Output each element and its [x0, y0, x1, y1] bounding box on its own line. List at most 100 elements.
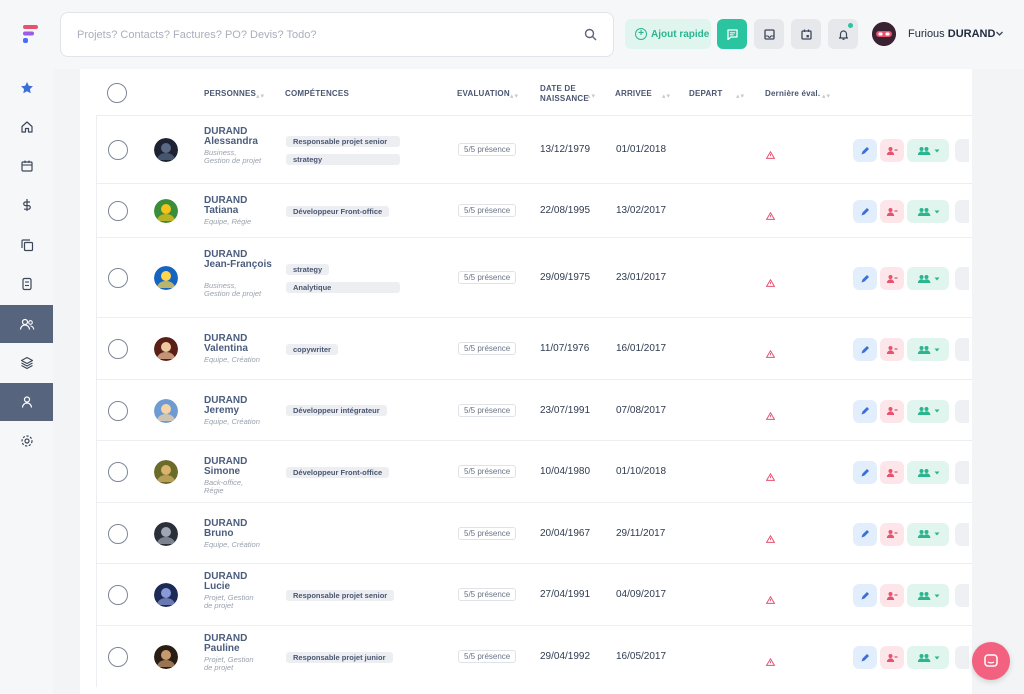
header-naissance-line1[interactable]: DATE DE [540, 84, 576, 93]
person-first-name[interactable]: Simone [204, 466, 241, 477]
user-avatar[interactable] [872, 22, 896, 46]
person-first-name[interactable]: Alessandra [204, 136, 258, 147]
person-last-name[interactable]: DURAND [204, 633, 248, 644]
more-actions-button[interactable] [955, 139, 969, 162]
person-last-name[interactable]: DURAND [204, 249, 248, 260]
sidebar-item-calendar[interactable] [0, 147, 53, 185]
person-last-name[interactable]: DURAND [204, 517, 248, 529]
assign-team-dropdown[interactable] [907, 139, 949, 162]
avatar[interactable] [154, 583, 178, 607]
chevron-down-icon[interactable] [995, 29, 1004, 38]
sidebar-item-people[interactable] [0, 305, 53, 343]
warning-icon[interactable] [765, 407, 776, 420]
edit-button[interactable] [853, 200, 877, 223]
row-select-radio[interactable] [108, 400, 128, 421]
person-first-name[interactable]: Jeremy [204, 404, 240, 416]
select-all-radio[interactable] [107, 83, 127, 103]
row-select-radio[interactable] [108, 523, 128, 544]
avatar[interactable] [154, 460, 178, 484]
more-actions-button[interactable] [955, 267, 969, 290]
warning-icon[interactable] [765, 274, 776, 287]
sidebar-item-favorites[interactable] [0, 69, 53, 107]
remove-person-button[interactable] [880, 646, 904, 669]
remove-person-button[interactable] [880, 461, 904, 484]
remove-person-button[interactable] [880, 267, 904, 290]
quick-add-button[interactable]: + Ajout rapide [625, 19, 711, 49]
remove-person-button[interactable] [880, 399, 904, 423]
avatar[interactable] [154, 266, 178, 290]
assign-team-dropdown[interactable] [907, 646, 949, 669]
warning-icon[interactable] [765, 345, 776, 358]
sidebar-item-layers[interactable] [0, 344, 53, 382]
more-actions-button[interactable] [955, 338, 969, 361]
remove-person-button[interactable] [880, 200, 904, 223]
row-select-radio[interactable] [108, 140, 128, 160]
person-first-name[interactable]: Bruno [204, 527, 234, 539]
sort-arrows-icon[interactable]: ▴▾ [587, 93, 597, 100]
row-select-radio[interactable] [108, 585, 128, 605]
avatar[interactable] [154, 199, 178, 223]
edit-button[interactable] [853, 522, 877, 546]
person-first-name[interactable]: Pauline [204, 643, 240, 654]
assign-team-dropdown[interactable] [907, 522, 949, 546]
avatar[interactable] [154, 138, 178, 162]
sidebar-item-calculator[interactable] [0, 265, 53, 303]
header-naissance-line2[interactable]: NAISSANCE [540, 94, 589, 103]
app-logo[interactable] [22, 24, 40, 44]
person-first-name[interactable]: Jean-François [204, 259, 272, 270]
edit-button[interactable] [853, 338, 877, 361]
person-last-name[interactable]: DURAND [204, 571, 248, 582]
assign-team-dropdown[interactable] [907, 461, 949, 484]
more-actions-button[interactable] [955, 584, 969, 607]
sort-arrows-icon[interactable]: ▴▾ [822, 93, 832, 100]
assign-team-dropdown[interactable] [907, 584, 949, 607]
more-actions-button[interactable] [955, 399, 969, 423]
user-name[interactable]: Furious DURAND [908, 28, 996, 40]
remove-person-button[interactable] [880, 522, 904, 546]
person-first-name[interactable]: Valentina [204, 343, 248, 354]
person-last-name[interactable]: DURAND [204, 333, 248, 344]
avatar[interactable] [154, 521, 178, 546]
remove-person-button[interactable] [880, 139, 904, 162]
sort-arrows-icon[interactable]: ▴▾ [510, 93, 520, 100]
row-select-radio[interactable] [108, 268, 128, 288]
edit-button[interactable] [853, 461, 877, 484]
header-derniere-eval[interactable]: Dernière éval. [765, 89, 821, 98]
header-evaluation[interactable]: EVALUATION [457, 89, 510, 98]
remove-person-button[interactable] [880, 584, 904, 607]
avatar[interactable] [154, 645, 178, 669]
more-actions-button[interactable] [955, 200, 969, 223]
chat-support-button[interactable] [972, 642, 1010, 680]
avatar[interactable] [154, 337, 178, 361]
warning-icon[interactable] [765, 146, 776, 159]
sidebar-item-settings[interactable] [0, 422, 53, 460]
row-select-radio[interactable] [108, 462, 128, 482]
row-select-radio[interactable] [108, 339, 128, 359]
sidebar-item-profile[interactable] [0, 383, 53, 421]
person-last-name[interactable]: DURAND [204, 456, 248, 467]
sort-arrows-icon[interactable]: ▴▾ [256, 93, 266, 100]
header-competences[interactable]: COMPÉTENCES [285, 89, 349, 98]
edit-button[interactable] [853, 399, 877, 423]
sort-arrows-icon[interactable]: ▴▾ [736, 93, 746, 100]
person-last-name[interactable]: DURAND [204, 195, 248, 206]
assign-team-dropdown[interactable] [907, 200, 949, 223]
avatar[interactable] [154, 398, 178, 423]
messages-button[interactable] [717, 19, 747, 49]
remove-person-button[interactable] [880, 338, 904, 361]
row-select-radio[interactable] [108, 647, 128, 667]
calendar-button[interactable] [791, 19, 821, 49]
assign-team-dropdown[interactable] [907, 338, 949, 361]
person-first-name[interactable]: Lucie [204, 581, 231, 592]
header-depart[interactable]: DEPART [689, 89, 723, 98]
edit-button[interactable] [853, 646, 877, 669]
person-last-name[interactable]: DURAND [204, 394, 248, 406]
edit-button[interactable] [853, 267, 877, 290]
row-select-radio[interactable] [108, 201, 128, 221]
warning-icon[interactable] [765, 591, 776, 604]
search-icon[interactable] [584, 28, 597, 41]
person-last-name[interactable]: DURAND [204, 126, 248, 137]
sidebar-item-finance[interactable] [0, 186, 53, 224]
sidebar-item-documents[interactable] [0, 226, 53, 264]
more-actions-button[interactable] [955, 461, 969, 484]
